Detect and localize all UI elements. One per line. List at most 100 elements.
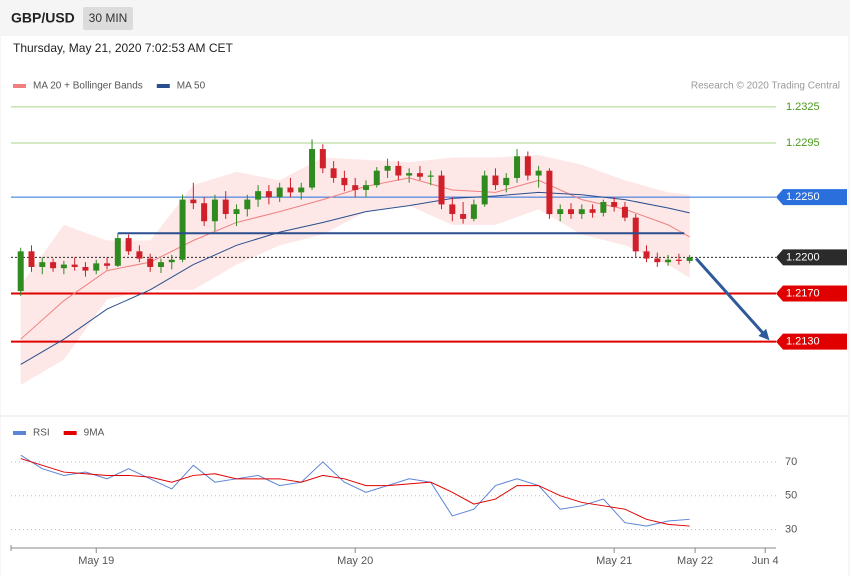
candle-body	[28, 251, 35, 267]
candle-body	[255, 191, 262, 200]
x-tick-label: Jun 4	[752, 555, 779, 567]
candle-body	[309, 149, 316, 188]
bollinger-band	[20, 155, 690, 385]
candle-body	[233, 209, 240, 215]
y-tick-label: 50	[785, 490, 797, 502]
ma-line	[20, 191, 690, 365]
candle-body	[114, 238, 121, 266]
candle-body	[621, 206, 628, 218]
candle-body	[352, 185, 359, 190]
candle-body	[438, 175, 445, 205]
candle-body	[265, 191, 272, 198]
level-label: 1.2130	[786, 335, 820, 347]
candle-body	[82, 266, 89, 271]
level-label-box	[776, 285, 847, 302]
indicator-line	[20, 454, 690, 527]
legend-swatch	[63, 431, 77, 435]
candle-body	[50, 262, 57, 269]
candle-body	[567, 209, 574, 215]
x-tick-label: May 21	[596, 555, 632, 567]
timestamp: Thursday, May 21, 2020 7:02:53 AM CET	[13, 41, 234, 55]
candle-body	[514, 156, 521, 178]
candle-body	[71, 264, 78, 267]
symbol: GBP/USD	[11, 10, 75, 26]
candle-body	[201, 203, 208, 222]
candle-body	[535, 170, 542, 176]
legend-swatch	[13, 431, 26, 435]
candle-body	[416, 173, 423, 177]
candle-body	[341, 177, 348, 186]
level-label-box	[776, 189, 847, 206]
x-tick-label: May 19	[78, 555, 114, 567]
candle-body	[643, 251, 650, 259]
level-label: 1.2200	[786, 251, 820, 263]
interval[interactable]: 30 MIN	[89, 11, 128, 25]
candle-body	[427, 175, 434, 177]
candle-body	[686, 257, 693, 261]
candle-body	[406, 173, 413, 176]
candle-body	[373, 170, 380, 186]
candle-body	[211, 199, 218, 222]
candle-body	[104, 263, 111, 266]
level-label-box	[776, 249, 847, 266]
y-tick-label: 30	[785, 523, 797, 535]
level-label-box	[776, 333, 847, 350]
candle-body	[319, 149, 326, 169]
forecast-arrow-head	[758, 328, 770, 341]
level-label: 1.2250	[786, 191, 820, 203]
candle-body	[136, 251, 143, 259]
candle-body	[524, 156, 531, 176]
x-tick-label: May 22	[677, 555, 713, 567]
candle-body	[157, 262, 164, 267]
level-label: 1.2170	[786, 287, 820, 299]
candle-body	[276, 187, 283, 198]
candle-body	[460, 214, 467, 219]
legend-label: 9MA	[84, 428, 105, 439]
interval-badge[interactable]	[83, 7, 133, 30]
candle-body	[654, 258, 661, 263]
candle-body	[675, 259, 682, 261]
candle-body	[492, 175, 499, 186]
candle-body	[557, 209, 564, 215]
candle-body	[39, 262, 46, 267]
candle-body	[125, 238, 132, 252]
candle-body	[147, 258, 154, 267]
candle-body	[632, 217, 639, 252]
x-tick-label: May 20	[337, 555, 373, 567]
candle-body	[179, 199, 186, 260]
candle-body	[589, 209, 596, 213]
candle-body	[298, 187, 305, 193]
candle-body	[384, 165, 391, 171]
candle-body	[222, 199, 229, 215]
candle-body	[330, 168, 337, 178]
legend-swatch	[156, 84, 170, 88]
candle-body	[362, 185, 369, 190]
candle-body	[93, 263, 100, 271]
legend-label: RSI	[33, 428, 50, 439]
y-tick-label: 70	[785, 456, 797, 468]
candle-body	[611, 202, 618, 207]
level-label: 1.2295	[786, 137, 820, 149]
credit: Research © 2020 Trading Central	[691, 81, 840, 92]
indicator-line	[20, 458, 690, 527]
candle-body	[481, 175, 488, 205]
candle-body	[600, 202, 607, 213]
candle-body	[470, 204, 477, 219]
candle-body	[190, 199, 197, 204]
legend-label: MA 20 + Bollinger Bands	[33, 81, 143, 92]
candle-body	[60, 264, 67, 269]
candle-body	[503, 177, 510, 186]
candle-body	[395, 165, 402, 176]
legend-label: MA 50	[177, 81, 206, 92]
candle-body	[449, 204, 456, 215]
legend-swatch	[13, 84, 26, 88]
candle-body	[665, 259, 672, 263]
candle-body	[546, 170, 553, 215]
candle-body	[578, 209, 585, 215]
candle-body	[287, 187, 294, 193]
candle-body	[244, 199, 251, 210]
header-bar	[0, 0, 850, 36]
level-label: 1.2325	[786, 101, 820, 113]
candle-body	[168, 259, 175, 263]
